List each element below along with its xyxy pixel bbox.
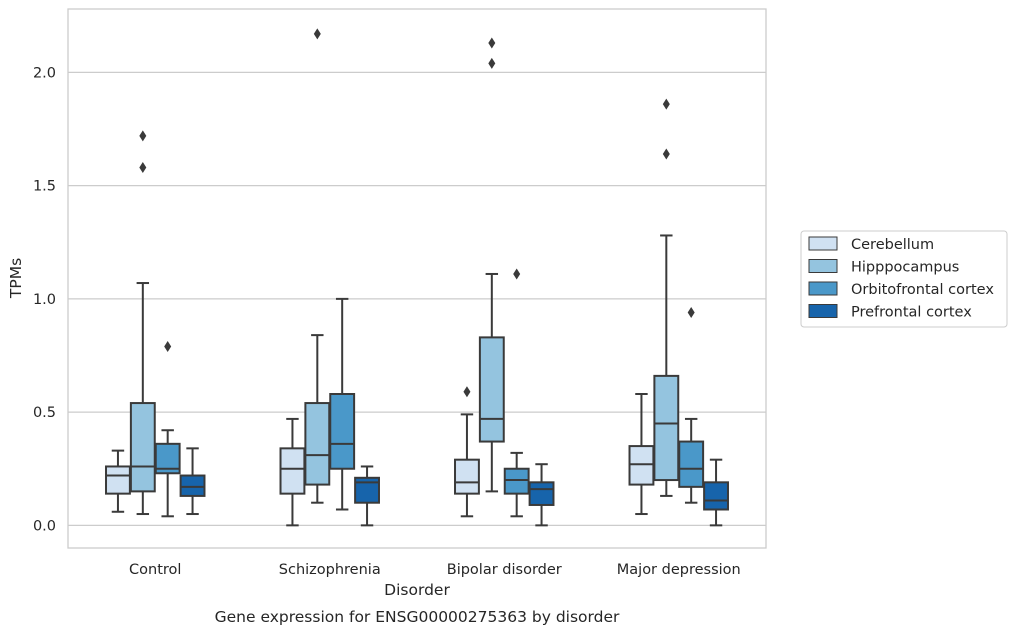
legend-item: Hipppocampus: [808, 259, 959, 276]
box-body: [279, 447, 306, 495]
x-axis-label: Disorder: [384, 581, 450, 599]
box-body: [105, 465, 131, 495]
chart-caption: Gene expression for ENSG00000275363 by d…: [215, 608, 620, 626]
y-axis-label: TPMs: [7, 258, 25, 299]
box-body: [354, 476, 380, 504]
box: [628, 393, 655, 516]
legend-swatch: [808, 259, 838, 273]
box: [329, 297, 356, 511]
y-tick-label: 0.5: [33, 405, 56, 421]
box-body: [678, 440, 705, 488]
box-body: [528, 481, 555, 506]
outlier-point: [662, 148, 670, 160]
outlier-point: [463, 386, 471, 398]
box-body: [329, 393, 356, 470]
box: [503, 268, 530, 518]
y-tick-label: 1.0: [33, 292, 56, 308]
legend-label: Prefrontal cortex: [851, 305, 972, 321]
outlier-point: [662, 98, 670, 110]
legend-swatch: [808, 236, 838, 251]
legend-swatch: [808, 304, 838, 318]
box: [454, 386, 480, 518]
box-body: [503, 467, 530, 495]
box: [129, 130, 156, 516]
legend-item: Orbitofrontal cortex: [808, 281, 994, 298]
legend-label: Cerebellum: [851, 237, 934, 253]
box-body: [628, 445, 655, 486]
legend-item: Prefrontal cortex: [808, 304, 972, 321]
legend-swatch: [808, 281, 838, 296]
legend: Cerebellum Hipppocampus Orbitofrontal cort…: [800, 230, 1008, 328]
legend-label: Hipppocampus: [851, 260, 959, 276]
box-body: [304, 402, 331, 486]
x-tick-label: Control: [129, 562, 181, 578]
outlier-point: [313, 28, 321, 40]
y-tick-label: 2.0: [33, 65, 56, 81]
box: [678, 306, 705, 504]
box: [154, 340, 181, 518]
box: [304, 28, 331, 504]
outlier-point: [139, 162, 147, 174]
box-body: [703, 481, 729, 511]
box-body: [129, 402, 156, 493]
y-tick-labels: 0.0 0.5 1.0 1.5 2.0: [33, 65, 56, 534]
series-prefrontal-cortex: [179, 447, 729, 527]
x-tick-labels: Control Schizophrenia Bipolar disorder Majo…: [129, 562, 741, 578]
box: [703, 458, 729, 527]
box: [179, 447, 206, 516]
legend-frame: [800, 230, 1008, 328]
box: [354, 465, 380, 527]
box-body: [478, 336, 505, 443]
legend-label: Orbitofrontal cortex: [851, 282, 994, 298]
box-body: [454, 458, 480, 495]
box-body: [179, 474, 206, 497]
box-series: [105, 28, 729, 527]
plot-frame: [67, 8, 767, 549]
x-tick-label: Major depression: [617, 562, 741, 578]
box: [528, 463, 555, 527]
box: [478, 37, 505, 493]
series-orbitofrontal-cortex: [154, 268, 705, 518]
box: [105, 449, 131, 513]
series-cerebellum: [105, 386, 655, 527]
series-hipppocampus: [129, 28, 680, 516]
y-tick-label: 1.5: [33, 179, 56, 195]
outlier-point: [488, 57, 496, 69]
box: [279, 417, 306, 527]
x-tick-label: Schizophrenia: [279, 562, 381, 578]
y-tick-label: 0.0: [33, 518, 56, 534]
box: [653, 98, 680, 497]
box-body: [154, 442, 181, 475]
outlier-point: [488, 37, 496, 49]
box-body: [653, 374, 680, 482]
outlier-point: [687, 306, 695, 318]
x-tick-label: Bipolar disorder: [447, 562, 562, 578]
outlier-point: [513, 268, 521, 280]
outlier-point: [164, 340, 172, 352]
legend-item: Cerebellum: [808, 236, 934, 253]
outlier-point: [139, 130, 147, 142]
grid-lines: [68, 71, 766, 527]
